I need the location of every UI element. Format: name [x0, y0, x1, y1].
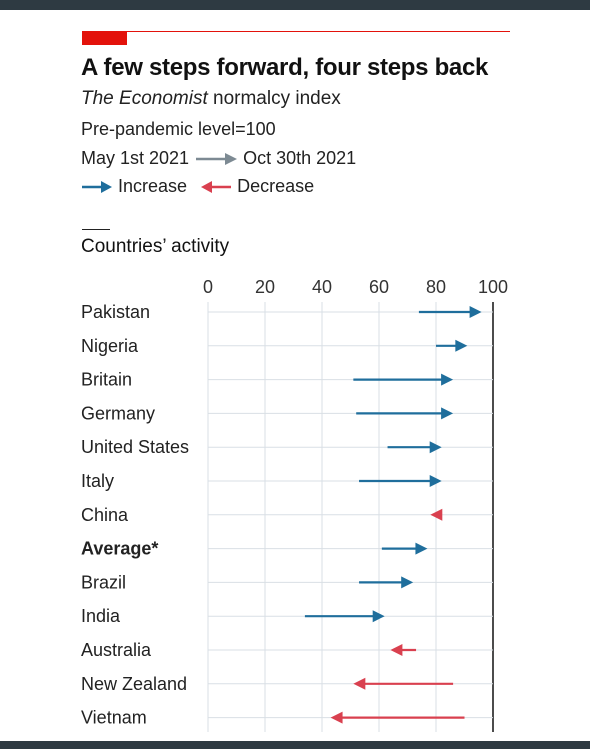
x-tick-label: 80 [426, 277, 446, 297]
country-label: China [81, 505, 129, 525]
arrow-head [429, 441, 442, 454]
subtitle-rest: normalcy index [207, 88, 341, 109]
arrow-head [441, 407, 454, 420]
arrow-head [372, 610, 385, 623]
country-label: Nigeria [81, 336, 139, 356]
arrow-head [330, 711, 343, 724]
date-range-note: May 1st 2021 Oct 30th 2021 [81, 148, 356, 169]
date-range-arrow-icon [196, 153, 238, 166]
arrow-head [441, 373, 454, 386]
arrow-head [469, 306, 482, 318]
arrow-head [430, 508, 443, 521]
country-label: New Zealand [81, 674, 187, 694]
chart-subtitle: The Economist normalcy index [81, 88, 341, 110]
arrow-chart: 0 20 40 60 80 100 Pakistan Nigeria Britain German… [81, 277, 508, 732]
x-tick-label: 20 [255, 277, 275, 297]
arrow-head [415, 542, 428, 555]
country-label: Italy [81, 471, 114, 491]
legend-decrease-label: Decrease [237, 176, 315, 196]
x-tick-label: 40 [312, 277, 332, 297]
chart-card: A few steps forward, four steps back The… [0, 10, 590, 741]
arrow-head [429, 475, 442, 487]
header-rule [82, 31, 510, 32]
date-to: Oct 30th 2021 [243, 148, 357, 168]
country-label: Australia [81, 640, 152, 660]
x-tick-label: 100 [478, 277, 508, 297]
arrow-head [353, 677, 366, 690]
x-tick-label: 0 [203, 277, 213, 297]
country-label: India [81, 606, 121, 626]
legend: Increase Decrease [81, 176, 314, 197]
baseline-note: Pre-pandemic level=100 [81, 119, 276, 139]
decrease-arrow-icon [201, 181, 232, 194]
arrow-head [455, 339, 468, 352]
country-label: Average* [81, 539, 158, 559]
section-title: Countries’ activity [81, 236, 230, 257]
legend-increase-label: Increase [118, 176, 188, 196]
date-from: May 1st 2021 [81, 148, 190, 168]
country-label: United States [81, 437, 189, 457]
subtitle-publication: The Economist [81, 88, 208, 109]
increase-arrow-icon [82, 181, 112, 194]
country-label: Pakistan [81, 302, 150, 322]
chart-title: A few steps forward, four steps back [81, 54, 489, 81]
country-label: Brazil [81, 572, 126, 592]
brand-tag [82, 31, 127, 45]
arrow-head [401, 576, 414, 589]
country-label: Germany [81, 403, 155, 423]
x-tick-label: 60 [369, 277, 389, 297]
arrow-head [390, 644, 403, 656]
country-label: Britain [81, 370, 132, 390]
section-rule [82, 229, 110, 230]
country-label: Vietnam [81, 708, 147, 728]
